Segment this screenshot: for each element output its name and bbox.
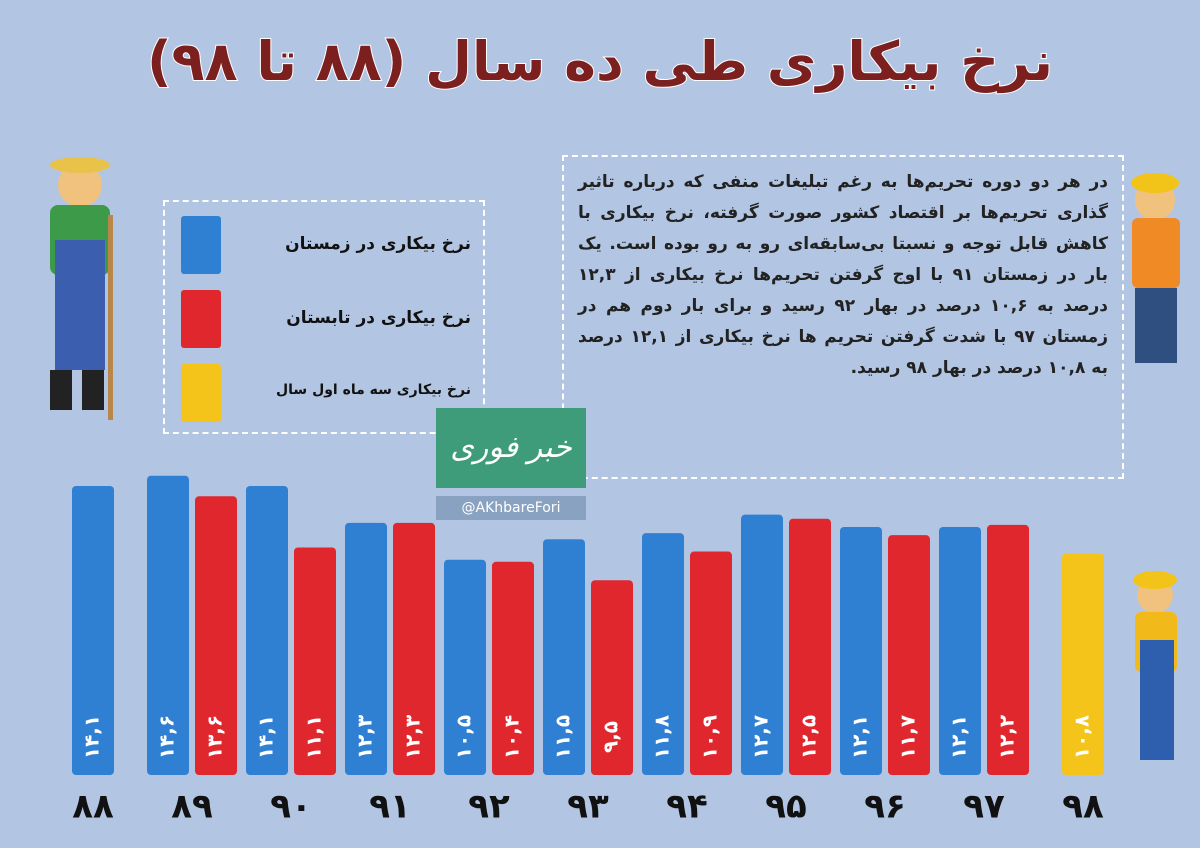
x-tick-label: ۹۱ [369, 787, 411, 827]
bar [345, 522, 387, 775]
value-label: ۱۲,۱ [848, 715, 872, 759]
value-label: ۱۲,۳ [353, 715, 377, 759]
bar [741, 514, 783, 775]
annotation: در هر دو دوره تحریم‌ها به رغم تبلیغات من… [562, 155, 1124, 479]
bar [789, 518, 831, 775]
value-label: ۹,۵ [599, 721, 623, 753]
bar [147, 475, 189, 775]
value-label: ۱۲,۱ [947, 715, 971, 759]
legend: نرخ بیکاری در زمستان نرخ بیکاری در تابستا… [163, 200, 485, 434]
legend-swatch [181, 290, 221, 348]
logo: خبر فوری [436, 408, 586, 488]
value-label: ۱۴,۱ [80, 715, 104, 759]
x-tick-label: ۹۵ [765, 787, 807, 827]
bar [195, 496, 237, 775]
legend-item: نرخ بیکاری در زمستان [181, 216, 471, 274]
x-tick-label: ۹۶ [864, 787, 906, 827]
legend-swatch [181, 216, 221, 274]
x-tick-label: ۹۲ [468, 787, 510, 827]
legend-swatch [181, 364, 221, 422]
value-label: ۱۳,۶ [203, 715, 227, 759]
value-label: ۱۲,۵ [797, 715, 821, 759]
x-tick-label: ۹۰ [270, 787, 312, 827]
value-label: ۱۲,۷ [749, 715, 773, 759]
x-tick-label: ۹۳ [567, 787, 609, 827]
value-label: ۱۴,۶ [155, 715, 179, 759]
worker-right-top [1131, 173, 1180, 363]
value-label: ۱۲,۳ [401, 715, 425, 759]
value-label: ۱۱,۷ [896, 715, 920, 759]
legend-item: نرخ بیکاری سه ماه اول سال [181, 364, 471, 422]
x-tick-label: ۸۹ [171, 787, 213, 827]
chart-title: نرخ بیکاری طی ده سال (۸۸ تا ۹۸) [146, 29, 1054, 94]
bar [642, 533, 684, 775]
bar [492, 561, 534, 775]
value-label: ۱۰,۴ [500, 715, 524, 759]
value-label: ۱۰,۹ [698, 715, 722, 759]
bar [840, 526, 882, 775]
x-tick-label: ۸۸ [72, 787, 114, 827]
worker-right-bottom [1133, 571, 1177, 760]
value-label: ۱۲,۲ [995, 715, 1019, 759]
bar [393, 522, 435, 775]
value-label: ۱۰,۸ [1070, 715, 1094, 759]
bar [591, 580, 633, 775]
bar [1062, 553, 1104, 775]
bar [294, 547, 336, 775]
x-tick-label: ۹۷ [963, 787, 1005, 827]
bar [543, 539, 585, 775]
x-tick-label: ۹۴ [666, 787, 708, 827]
legend-item: نرخ بیکاری در تابستان [181, 290, 471, 348]
legend-label: نرخ بیکاری در زمستان [285, 234, 471, 254]
x-tick-label: ۹۸ [1062, 787, 1104, 827]
bar [888, 535, 930, 775]
bar [987, 524, 1029, 775]
watermark: @AKhbareFori [436, 496, 586, 520]
worker-left [50, 157, 113, 420]
legend-label: نرخ بیکاری در تابستان [286, 308, 471, 328]
value-label: ۱۱,۵ [551, 715, 575, 759]
bar [444, 559, 486, 775]
bar [690, 551, 732, 775]
legend-label: نرخ بیکاری سه ماه اول سال [276, 382, 471, 398]
value-label: ۱۴,۱ [254, 715, 278, 759]
bar [246, 485, 288, 775]
value-label: ۱۱,۸ [650, 715, 674, 759]
value-label: ۱۱,۱ [302, 715, 326, 759]
value-label: ۱۰,۵ [452, 715, 476, 759]
bar [939, 526, 981, 775]
bar [72, 485, 114, 775]
